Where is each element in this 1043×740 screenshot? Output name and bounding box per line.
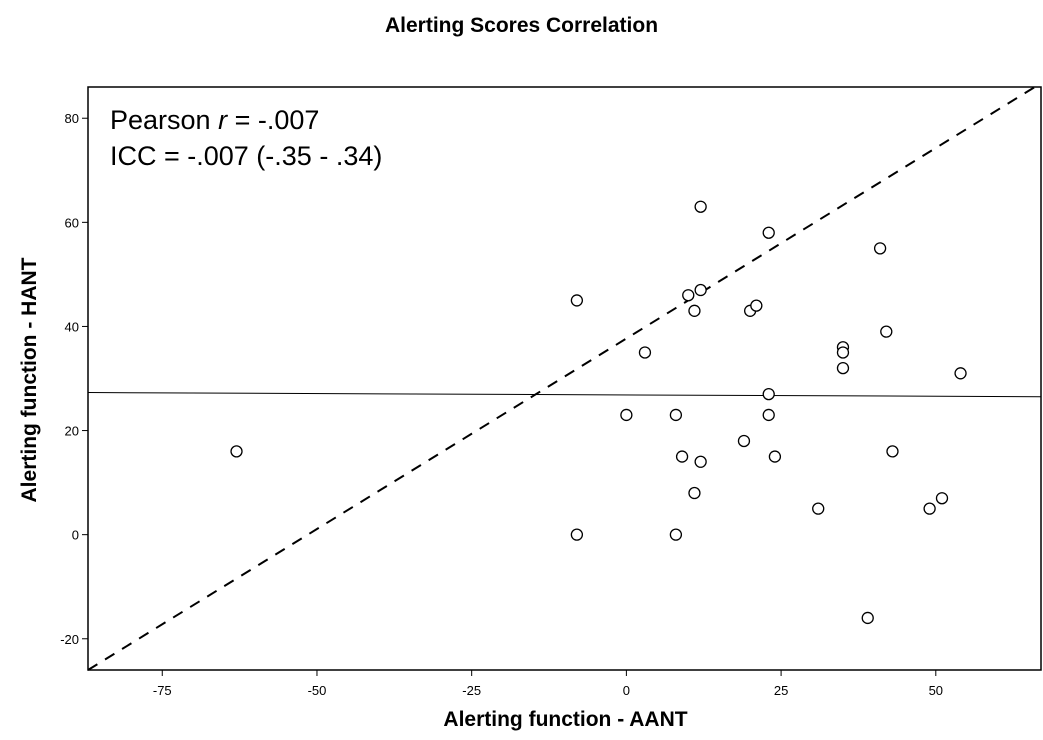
data-point — [861, 611, 874, 625]
data-point — [836, 346, 850, 359]
data-points — [230, 200, 967, 625]
data-point — [638, 346, 652, 359]
data-point — [682, 289, 695, 302]
data-point — [570, 528, 584, 541]
mean-line — [87, 392, 1042, 398]
icc-annotation: ICC = -.007 (-.35 - .34) — [110, 141, 383, 171]
data-point — [750, 299, 763, 312]
data-point — [675, 450, 689, 463]
data-point — [873, 242, 887, 255]
y-tick-label: 0 — [72, 528, 79, 543]
data-point — [669, 408, 683, 422]
y-tick-label: 60 — [65, 215, 79, 230]
data-point — [762, 408, 775, 422]
data-point — [570, 294, 584, 307]
data-point — [762, 387, 775, 401]
data-point — [688, 304, 701, 317]
data-point — [935, 492, 949, 505]
y-tick-label: -20 — [60, 632, 79, 647]
y-tick-label: 80 — [65, 111, 79, 126]
pearson-prefix: Pearson — [110, 105, 219, 135]
data-point — [836, 361, 850, 375]
axis-ticks: -75 -50 -25 0 25 50 -20 0 20 40 60 80 — [60, 111, 943, 698]
data-point — [762, 226, 775, 239]
identity-line — [87, 86, 1036, 671]
plot-frame — [87, 86, 1042, 671]
pearson-value: = -.007 — [227, 105, 320, 135]
data-point — [669, 528, 683, 541]
data-point — [768, 450, 782, 463]
x-axis-label: Alerting function - AANT — [443, 708, 688, 731]
y-axis-label: Alerting function - HANT — [18, 257, 41, 503]
x-tick-label: 50 — [929, 683, 943, 698]
reference-lines — [87, 86, 1042, 671]
plot-border — [87, 86, 1042, 671]
data-point — [694, 455, 707, 468]
chart-title: Alerting Scores Correlation — [384, 14, 659, 37]
x-tick-label: -25 — [462, 683, 481, 698]
data-point — [620, 408, 633, 422]
y-tick-label: 40 — [65, 319, 79, 334]
x-tick-label: 25 — [774, 683, 788, 698]
x-tick-label: -75 — [153, 683, 172, 698]
pearson-r-symbol: r — [218, 105, 228, 135]
data-point — [886, 445, 899, 458]
data-point — [954, 367, 967, 380]
data-point — [812, 502, 825, 515]
data-point — [694, 283, 707, 297]
data-point — [688, 486, 701, 500]
data-point — [737, 434, 751, 448]
x-tick-label: -50 — [308, 683, 327, 698]
y-tick-label: 20 — [65, 424, 79, 439]
pearson-annotation: Pearson r = -.007 — [110, 104, 319, 136]
data-point — [694, 200, 707, 213]
x-tick-label: 0 — [623, 683, 630, 698]
data-point — [230, 445, 243, 458]
data-point — [923, 502, 936, 515]
data-point — [880, 325, 893, 338]
